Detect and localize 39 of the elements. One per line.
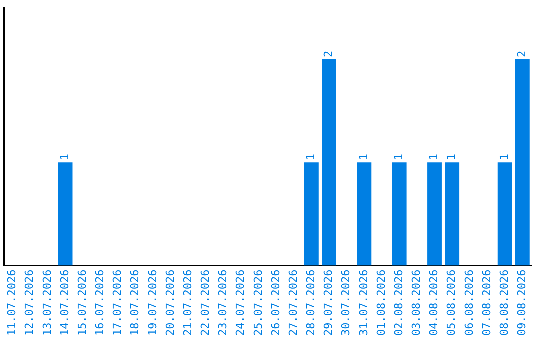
data-label: 2 [322,50,336,58]
x-tick-label: 23.07.2026 [216,270,230,336]
x-tick-label: 29.07.2026 [322,270,336,336]
x-tick-label: 07.08.2026 [480,270,494,336]
x-tick-label: 22.07.2026 [199,270,212,336]
x-tick-label: 18.07.2026 [128,270,142,336]
x-tick-label: 24.07.2026 [234,270,248,336]
x-tick-label: 19.07.2026 [146,270,160,336]
x-tick-label: 14.07.2026 [58,270,72,336]
x-tick-label: 20.07.2026 [164,270,177,336]
x-tick-label: 31.07.2026 [357,270,370,336]
x-tick-label: 09.08.2026 [516,270,529,336]
x-tick-label: 02.08.2026 [392,270,406,336]
x-tick-label: 06.08.2026 [462,270,476,336]
x-tick-label: 26.07.2026 [269,270,282,336]
x-tick-label: 05.08.2026 [445,270,458,336]
data-label: 1 [304,154,318,161]
x-tick-label: 04.08.2026 [428,270,441,336]
x-tick-label: 27.07.2026 [286,270,300,336]
data-label: 1 [357,154,370,161]
x-tick-label: 12.07.2026 [23,270,36,336]
x-tick-label: 17.07.2026 [111,270,124,336]
x-tick-label: 13.07.2026 [40,270,54,336]
data-label: 1 [498,154,511,161]
x-tick-label: 16.07.2026 [94,270,107,336]
x-tick-label: 15.07.2026 [76,270,89,336]
x-tick-label: 28.07.2026 [304,270,318,336]
x-tick-label: 03.08.2026 [410,270,424,336]
x-tick-label: 21.07.2026 [181,270,194,336]
data-label: 1 [58,154,72,161]
x-tick-label: 01.08.2026 [374,270,388,336]
data-label: 1 [392,154,406,161]
data-label: 2 [516,50,529,58]
data-label: 1 [445,154,458,161]
data-label: 1 [428,154,441,161]
x-tick-label: 08.08.2026 [498,270,511,336]
x-tick-label: 30.07.2026 [340,270,353,336]
x-tick-label: 11.07.2026 [6,270,19,336]
x-tick-label: 25.07.2026 [252,270,265,336]
